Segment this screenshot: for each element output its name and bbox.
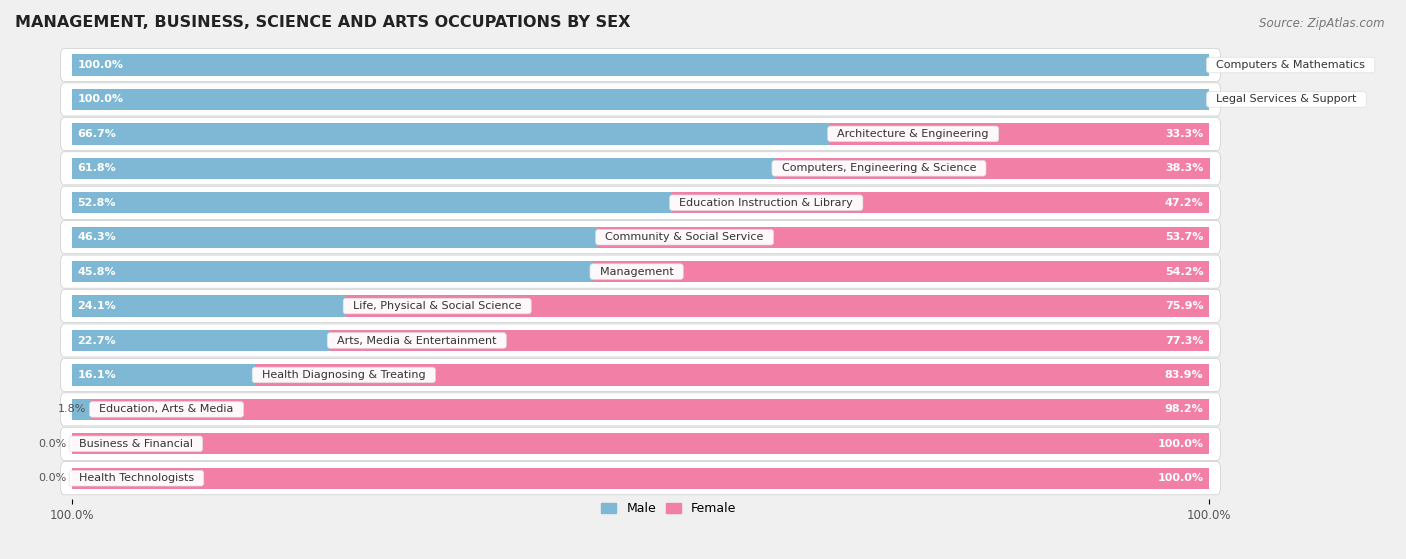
Text: 77.3%: 77.3% [1166, 335, 1204, 345]
Text: 47.2%: 47.2% [1164, 198, 1204, 208]
Text: 24.1%: 24.1% [77, 301, 117, 311]
Bar [593, 261, 1209, 282]
FancyBboxPatch shape [60, 186, 1220, 219]
FancyBboxPatch shape [60, 49, 1220, 82]
FancyBboxPatch shape [60, 393, 1220, 426]
Text: 54.2%: 54.2% [1164, 267, 1204, 277]
Bar [72, 261, 593, 282]
Text: MANAGEMENT, BUSINESS, SCIENCE AND ARTS OCCUPATIONS BY SEX: MANAGEMENT, BUSINESS, SCIENCE AND ARTS O… [15, 15, 630, 30]
Bar [72, 295, 346, 317]
Text: 45.8%: 45.8% [77, 267, 117, 277]
Text: 66.7%: 66.7% [77, 129, 117, 139]
Bar [330, 330, 1209, 351]
Bar [672, 192, 1209, 214]
Text: 98.2%: 98.2% [1164, 404, 1204, 414]
Text: Business & Financial: Business & Financial [72, 439, 200, 449]
Text: Education, Arts & Media: Education, Arts & Media [93, 404, 240, 414]
Bar [93, 399, 1209, 420]
Text: Arts, Media & Entertainment: Arts, Media & Entertainment [330, 335, 503, 345]
Text: 100.0%: 100.0% [77, 60, 124, 70]
FancyBboxPatch shape [60, 221, 1220, 254]
Text: 61.8%: 61.8% [77, 163, 117, 173]
Text: 52.8%: 52.8% [77, 198, 117, 208]
Bar [254, 364, 1209, 386]
Text: 33.3%: 33.3% [1166, 129, 1204, 139]
FancyBboxPatch shape [60, 427, 1220, 461]
Bar [72, 330, 330, 351]
Text: 46.3%: 46.3% [77, 232, 117, 242]
Text: 1.8%: 1.8% [58, 404, 87, 414]
Text: Community & Social Service: Community & Social Service [599, 232, 770, 242]
Bar [72, 89, 1209, 110]
Text: 0.0%: 0.0% [38, 473, 66, 483]
Text: 0.0%: 0.0% [1215, 60, 1243, 70]
Text: 83.9%: 83.9% [1164, 370, 1204, 380]
Text: 75.9%: 75.9% [1164, 301, 1204, 311]
Text: Life, Physical & Social Science: Life, Physical & Social Science [346, 301, 529, 311]
Bar [72, 158, 775, 179]
Text: 16.1%: 16.1% [77, 370, 117, 380]
Bar [775, 158, 1211, 179]
Text: 0.0%: 0.0% [1215, 94, 1243, 105]
Text: Computers, Engineering & Science: Computers, Engineering & Science [775, 163, 983, 173]
FancyBboxPatch shape [60, 290, 1220, 323]
Bar [72, 433, 1209, 454]
Text: Architecture & Engineering: Architecture & Engineering [831, 129, 995, 139]
Text: 53.7%: 53.7% [1166, 232, 1204, 242]
FancyBboxPatch shape [60, 462, 1220, 495]
Text: Health Diagnosing & Treating: Health Diagnosing & Treating [254, 370, 433, 380]
Text: Computers & Mathematics: Computers & Mathematics [1209, 60, 1372, 70]
Bar [72, 192, 672, 214]
Text: 100.0%: 100.0% [1157, 439, 1204, 449]
Text: Management: Management [593, 267, 681, 277]
FancyBboxPatch shape [60, 83, 1220, 116]
Bar [346, 295, 1209, 317]
Bar [72, 467, 1209, 489]
FancyBboxPatch shape [60, 117, 1220, 150]
Text: 100.0%: 100.0% [1157, 473, 1204, 483]
Text: Legal Services & Support: Legal Services & Support [1209, 94, 1364, 105]
Bar [72, 364, 254, 386]
Bar [72, 226, 599, 248]
Bar [72, 123, 831, 145]
FancyBboxPatch shape [60, 358, 1220, 391]
Text: Education Instruction & Library: Education Instruction & Library [672, 198, 860, 208]
Legend: Male, Female: Male, Female [596, 497, 741, 520]
FancyBboxPatch shape [60, 255, 1220, 288]
Text: 0.0%: 0.0% [38, 439, 66, 449]
Text: 100.0%: 100.0% [77, 94, 124, 105]
Text: Source: ZipAtlas.com: Source: ZipAtlas.com [1260, 17, 1385, 30]
Bar [72, 54, 1209, 75]
Bar [831, 123, 1209, 145]
Bar [72, 399, 93, 420]
Text: 38.3%: 38.3% [1166, 163, 1204, 173]
Text: Health Technologists: Health Technologists [72, 473, 201, 483]
FancyBboxPatch shape [60, 324, 1220, 357]
Text: 22.7%: 22.7% [77, 335, 117, 345]
Bar [599, 226, 1209, 248]
FancyBboxPatch shape [60, 152, 1220, 185]
